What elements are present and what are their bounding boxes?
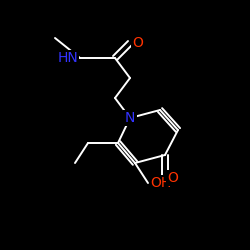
Text: O: O: [167, 171, 178, 185]
Text: N: N: [125, 111, 135, 125]
Text: O: O: [132, 36, 143, 50]
Text: HN: HN: [57, 51, 78, 65]
Text: OH: OH: [150, 176, 171, 190]
